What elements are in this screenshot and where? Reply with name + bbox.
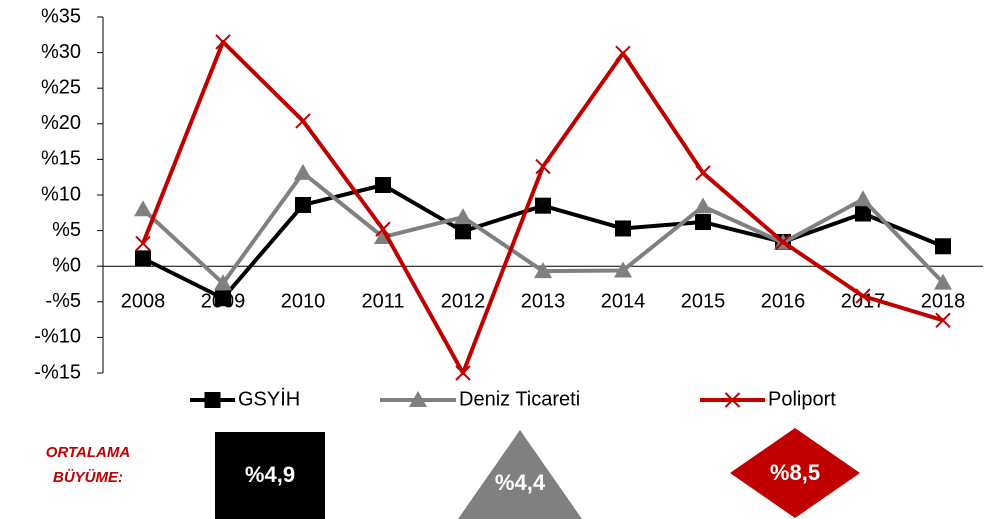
legend-marker: [204, 392, 221, 408]
y-tick-label: %15: [41, 148, 81, 170]
series-marker: [614, 261, 632, 278]
series-marker: [214, 274, 232, 291]
series-marker: [215, 290, 231, 307]
legend-label: Deniz Ticareti: [459, 388, 580, 410]
x-tick-label: 2008: [121, 290, 166, 312]
y-tick-label: %0: [52, 254, 81, 276]
series-marker: [935, 238, 951, 255]
legend-marker: [724, 392, 741, 408]
series-marker: [854, 190, 872, 207]
y-tick-label: %5: [52, 219, 81, 241]
average-badge: [458, 430, 582, 519]
x-tick-label: 2016: [761, 290, 806, 312]
legend-label: Poliport: [768, 388, 836, 410]
legend-label: GSYİH: [238, 387, 300, 410]
series-marker: [534, 262, 552, 279]
x-tick-label: 2010: [281, 290, 326, 312]
y-tick-label: -%15: [34, 361, 81, 383]
series-marker: [694, 197, 712, 214]
series-marker: [215, 34, 231, 50]
x-tick-label: 2018: [921, 290, 966, 312]
series-marker: [134, 200, 152, 217]
x-tick-label: 2017: [841, 290, 886, 312]
average-label: %4,4: [495, 470, 546, 495]
x-tick-label: 2012: [441, 290, 486, 312]
series-marker: [695, 165, 711, 181]
y-tick-label: %35: [41, 5, 81, 27]
average-label: %4,9: [245, 462, 295, 487]
y-tick-label: %30: [41, 41, 81, 63]
series-marker: [935, 312, 951, 329]
series-marker: [455, 223, 471, 240]
x-tick-label: 2014: [601, 290, 646, 312]
average-badge: [215, 432, 325, 519]
series-marker: [535, 197, 551, 214]
series-marker: [135, 250, 151, 267]
series-marker: [535, 158, 551, 175]
x-tick-label: 2013: [521, 290, 566, 312]
series-marker: [695, 214, 711, 231]
series-marker: [375, 177, 391, 194]
average-badge: [730, 428, 860, 518]
averages-label: ORTALAMA: [46, 444, 130, 461]
y-tick-label: %10: [41, 183, 81, 205]
series-marker: [855, 205, 871, 222]
series-marker: [615, 220, 631, 237]
series-marker: [855, 288, 871, 304]
series-marker: [375, 221, 391, 237]
series-marker: [775, 234, 791, 250]
series-marker: [454, 208, 472, 225]
x-tick-label: 2011: [361, 290, 404, 312]
series-marker: [934, 273, 952, 290]
y-tick-label: -%10: [34, 326, 81, 348]
average-label: %8,5: [770, 460, 820, 485]
series-marker: [295, 196, 311, 213]
series-marker: [615, 45, 631, 62]
x-tick-label: 2015: [681, 290, 726, 312]
legend-marker: [409, 391, 427, 407]
series-marker: [135, 235, 151, 252]
y-tick-label: %20: [41, 112, 81, 134]
series-marker: [294, 163, 312, 180]
series-marker: [295, 113, 311, 129]
y-tick-label: %25: [41, 76, 81, 98]
series-marker: [455, 365, 471, 381]
y-tick-label: -%5: [45, 290, 81, 312]
averages-label: BÜYÜME:: [53, 469, 123, 486]
